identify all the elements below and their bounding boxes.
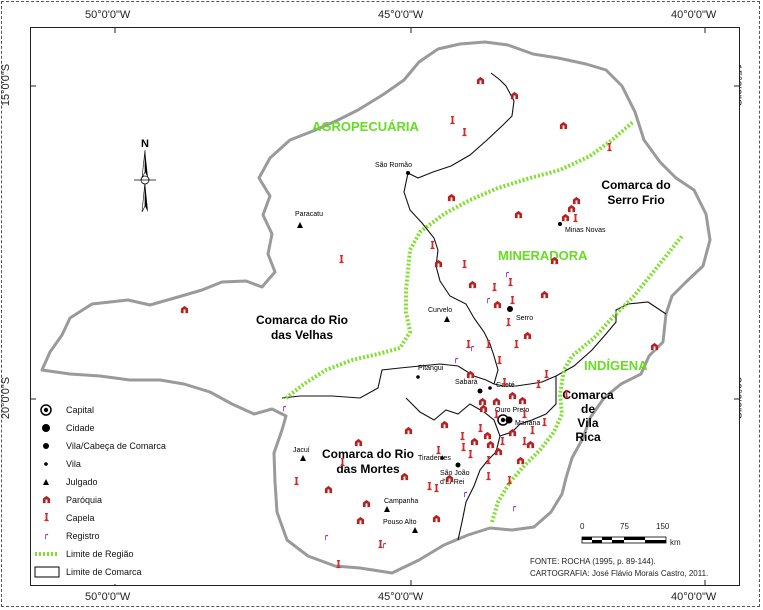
comarca-rio-das-velhas-line2: das Velhas — [271, 328, 333, 342]
comarca-rio-das-mortes-line1: Comarca do Rio — [322, 447, 414, 461]
region-limit-line-icon — [35, 552, 59, 556]
vila-marker-caete — [488, 386, 492, 390]
comarca-rio-das-velhas-line1: Comarca do Rio — [256, 313, 348, 327]
julgado-icon — [43, 479, 49, 485]
scale-bar: 0 75 150 km — [580, 522, 690, 550]
cabeca-marker-sao-joao — [455, 462, 461, 468]
julgado-marker-paracatu — [297, 222, 303, 228]
capital-icon — [40, 404, 52, 416]
legend-item-vila: Vila — [34, 456, 166, 472]
comarca-vila-rica-line3: Vila — [577, 416, 598, 430]
vila-cabeca-icon — [43, 443, 49, 449]
julgado-marker-curvelo — [444, 316, 450, 322]
julgado-marker-pouso-alto — [412, 527, 418, 533]
vila-marker-sao-romao — [406, 171, 410, 175]
cidade-marker-mariana — [505, 416, 513, 424]
legend-item-capital: Capital — [34, 402, 166, 418]
scale-label-75: 75 — [620, 522, 629, 531]
region-limits — [284, 120, 684, 523]
north-arrow-letter: N — [141, 138, 149, 150]
lon-label-top-40w: 40°0'0"W — [671, 9, 717, 21]
comarca-vila-rica-line1: Comarca — [562, 388, 614, 402]
town-label-sao-joao-line2: d'El-Rei — [440, 479, 465, 486]
town-label-pitangui: Pitangui — [418, 365, 444, 372]
registro-icon — [45, 533, 49, 540]
town-label-tiradentes: Tiradentes — [418, 455, 451, 462]
town-label-sao-romao: São Romão — [375, 162, 412, 169]
town-label-sao-joao-line1: São João — [440, 470, 470, 477]
legend-item-limite-regiao: Limite de Região — [34, 546, 166, 562]
town-label-ouro-preto: Ouro Preto — [495, 407, 529, 414]
vila-marker-minas-novas — [558, 222, 562, 226]
state-border — [40, 40, 712, 575]
town-symbols — [297, 171, 562, 533]
north-arrow-icon: N — [134, 138, 156, 213]
scale-label-0: 0 — [580, 522, 585, 531]
source-credits: FONTE: ROCHA (1995, p. 89-144). CARTOGRA… — [530, 556, 708, 580]
legend-item-paroquia: Paróquia — [34, 492, 166, 508]
capela-icon — [43, 513, 50, 522]
town-label-jacui: Jacuí — [293, 447, 310, 454]
scale-label-150: 150 — [656, 522, 670, 531]
source-cartografia: CARTOGRAFIA: José Flávio Morais Castro, … — [530, 569, 709, 578]
comarca-serro-frio-line1: Comarca do — [601, 178, 670, 192]
comarca-vila-rica-line2: de — [581, 402, 595, 416]
comarca-vila-rica-line4: Rica — [575, 430, 601, 444]
town-label-curvelo: Curvelo — [428, 307, 452, 314]
town-label-sabara: Sabará — [455, 379, 478, 386]
scale-unit: km — [670, 538, 681, 547]
scale-bar-graphic — [581, 536, 667, 544]
lon-label-bottom-45w: 45°0'0"W — [378, 591, 424, 603]
comarca-rio-das-mortes-line2: das Mortes — [336, 462, 400, 476]
comarca-limits — [281, 72, 667, 541]
cabeca-marker-sabara — [477, 388, 483, 394]
source-fonte: FONTE: ROCHA (1995, p. 89-144). — [530, 557, 656, 566]
town-label-paracatu: Paracatu — [295, 211, 323, 218]
legend-item-cidade: Cidade — [34, 420, 166, 436]
town-label-pouso-alto: Pouso Alto — [383, 519, 417, 526]
julgado-marker-jacui — [300, 455, 306, 461]
lon-label-top-50w: 50°0'0"W — [85, 9, 131, 21]
legend-item-capela: Capela — [34, 510, 166, 526]
lon-label-bottom-50w: 50°0'0"W — [85, 591, 131, 603]
town-label-mariana: Mariana — [515, 420, 540, 427]
town-label-minas-novas: Minas Novas — [565, 227, 606, 234]
region-label-mineradora: MINERADORA — [498, 248, 588, 263]
comarca-limit-box-icon — [34, 566, 60, 578]
comarca-serro-frio-line2: Serro Frio — [607, 193, 664, 207]
town-label-serro: Serro — [516, 315, 533, 322]
legend-item-julgado: Julgado — [34, 474, 166, 490]
region-label-agropecuaria: AGROPECUÁRIA — [312, 119, 420, 134]
cabeca-marker-serro — [507, 306, 513, 312]
paroquia-icon — [42, 495, 51, 504]
lon-label-bottom-40w: 40°0'0"W — [671, 591, 717, 603]
map-legend: Capital Cidade Vila/Cabeça de Comarca Vi… — [34, 402, 166, 584]
legend-item-limite-comarca: Limite de Comarca — [34, 564, 166, 580]
capela-markers — [293, 116, 613, 569]
town-label-campanha: Campanha — [384, 498, 418, 505]
region-label-indigena: INDÍGENA — [584, 358, 648, 373]
vila-marker-pitangui — [416, 375, 420, 379]
vila-icon — [44, 462, 48, 466]
legend-item-registro: Registro — [34, 528, 166, 544]
graticule-ticks — [30, 27, 740, 586]
vila-marker-tiradentes — [440, 456, 444, 460]
julgado-marker-campanha — [384, 506, 390, 512]
lon-label-top-45w: 45°0'0"W — [378, 9, 424, 21]
cidade-icon — [42, 424, 50, 432]
legend-item-vila-cabeca: Vila/Cabeça de Comarca — [34, 438, 166, 454]
